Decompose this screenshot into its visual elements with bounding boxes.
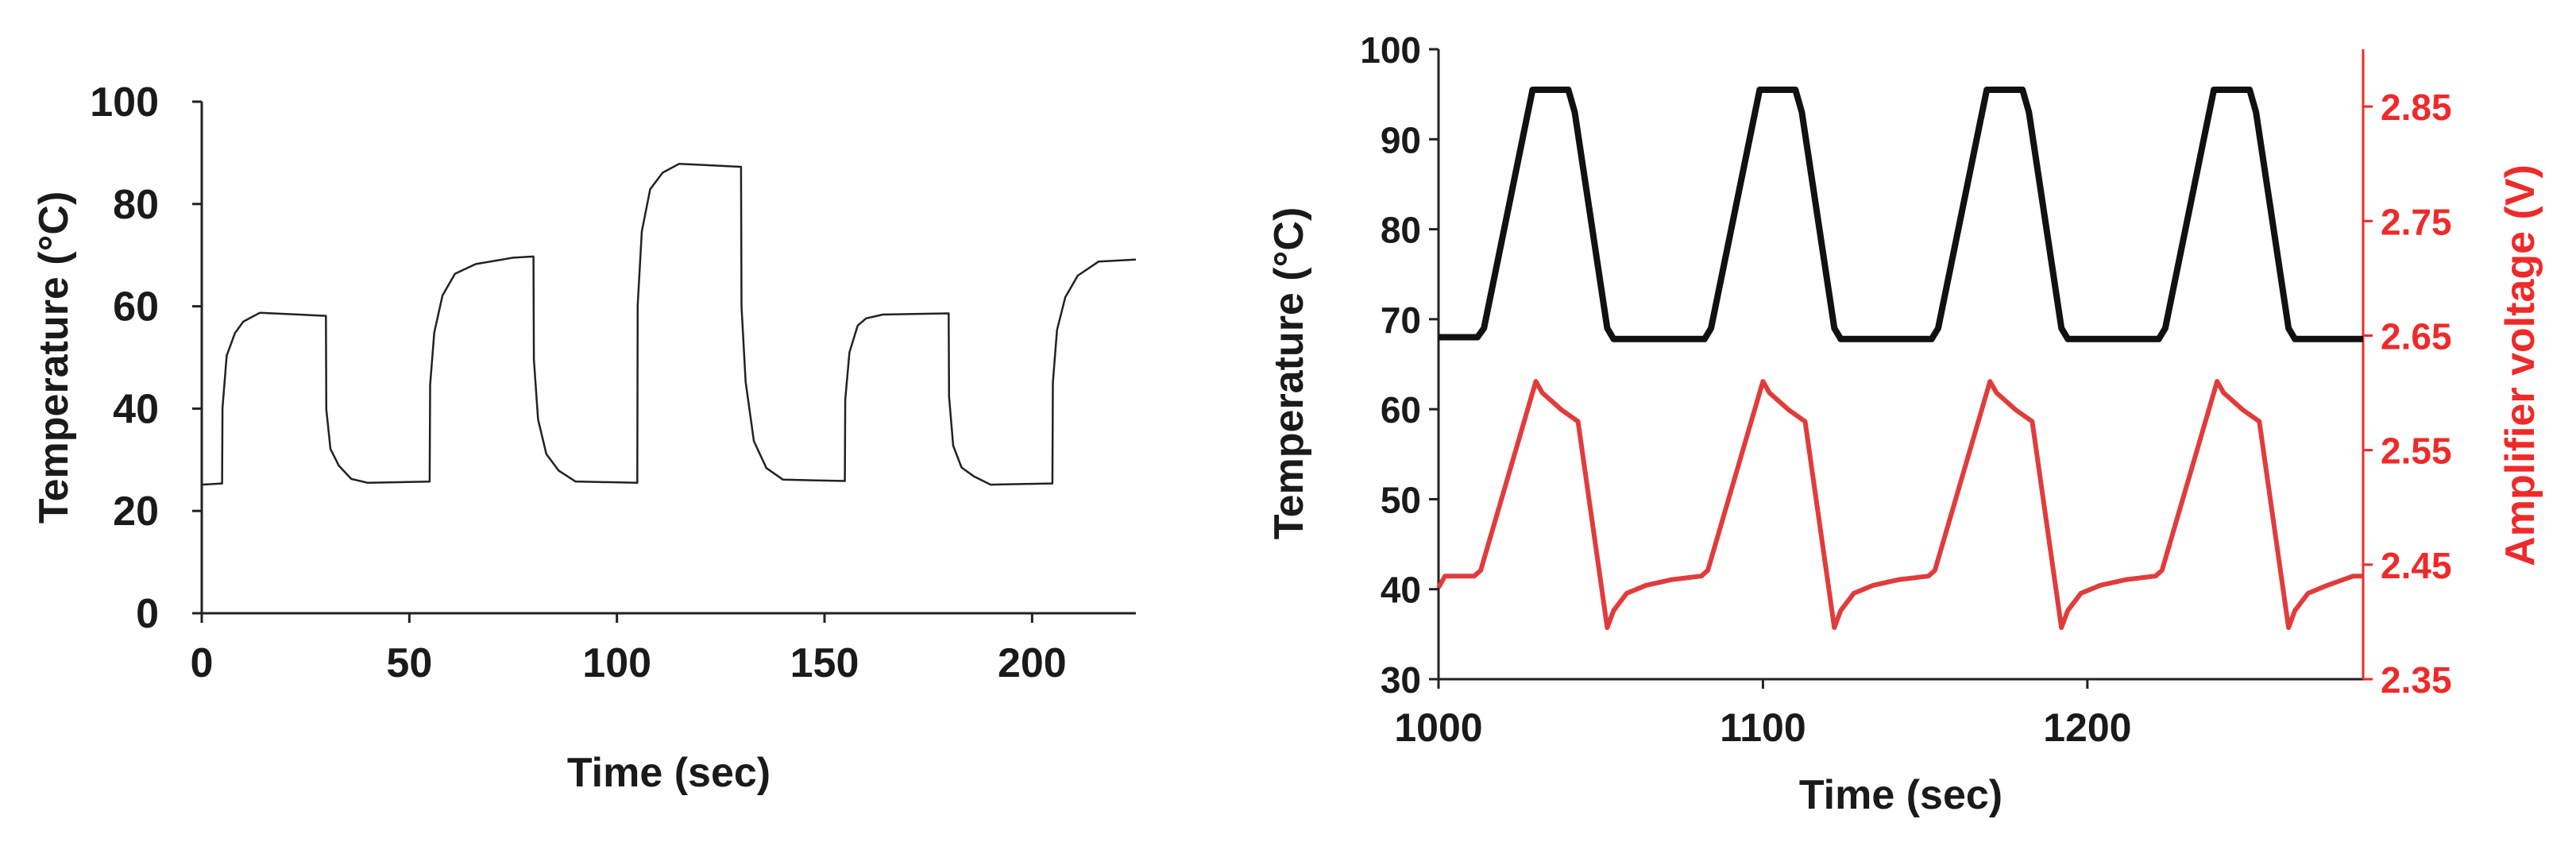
right-right-y-ticks: 2.35 2.45 2.55 2.65 2.75 2.85 — [2363, 87, 2452, 701]
right-y2-tick-label: 2.35 — [2381, 659, 2452, 701]
left-x-tick-label: 150 — [790, 640, 859, 686]
right-x-axis-label: Time (sec) — [1799, 772, 2002, 818]
right-y-tick-label: 100 — [1360, 29, 1421, 71]
left-y-tick-label: 40 — [113, 386, 159, 432]
right-voltage-series — [1436, 379, 2363, 631]
right-y2-tick-label: 2.45 — [2381, 545, 2452, 586]
left-y-ticks: 0 20 40 60 80 100 — [90, 79, 202, 637]
right-x-ticks: 1000 1100 1200 — [1394, 679, 2131, 750]
left-y-tick-label: 60 — [113, 284, 159, 330]
right-x-tick-label: 1000 — [1394, 705, 1482, 750]
right-y-tick-label: 90 — [1381, 119, 1421, 160]
right-y-tick-label: 80 — [1381, 210, 1421, 251]
right-y-tick-label: 30 — [1381, 659, 1421, 701]
left-x-axis-label: Time (sec) — [567, 750, 770, 796]
left-y-axis-label: Temperature (°C) — [31, 191, 77, 524]
left-temperature-series — [201, 162, 1137, 486]
left-y-tick-label: 0 — [136, 591, 159, 637]
left-x-tick-label: 200 — [998, 640, 1067, 686]
right-y2-tick-label: 2.55 — [2381, 431, 2452, 472]
right-y-tick-label: 40 — [1381, 570, 1421, 611]
left-chart: 0 50 100 150 200 0 20 40 60 80 100 Time (sec) Tem… — [31, 79, 1137, 796]
right-y2-tick-label: 2.85 — [2381, 87, 2452, 128]
left-y-tick-label: 80 — [113, 182, 159, 228]
right-x-tick-label: 1200 — [2043, 705, 2131, 750]
right-y2-axis-label: Amplifier voltage (V) — [2497, 164, 2543, 566]
left-x-tick-label: 50 — [386, 640, 432, 686]
right-x-tick-label: 1100 — [1720, 705, 1806, 750]
left-y-tick-label: 20 — [113, 489, 159, 535]
right-y-axis-label: Temperature (°C) — [1266, 207, 1312, 540]
right-temperature-series — [1439, 87, 2363, 342]
left-x-tick-label: 100 — [582, 640, 651, 686]
right-y2-tick-label: 2.75 — [2381, 201, 2452, 242]
right-y-tick-label: 50 — [1381, 479, 1421, 520]
right-left-y-ticks: 30 40 50 60 70 80 90 100 — [1360, 29, 1439, 701]
right-y-tick-label: 70 — [1381, 299, 1421, 341]
right-y-tick-label: 60 — [1381, 389, 1421, 431]
left-y-tick-label: 100 — [90, 79, 159, 126]
right-y2-tick-label: 2.65 — [2381, 315, 2452, 357]
left-x-tick-label: 0 — [191, 640, 214, 686]
left-x-ticks: 0 50 100 150 200 — [191, 613, 1067, 686]
